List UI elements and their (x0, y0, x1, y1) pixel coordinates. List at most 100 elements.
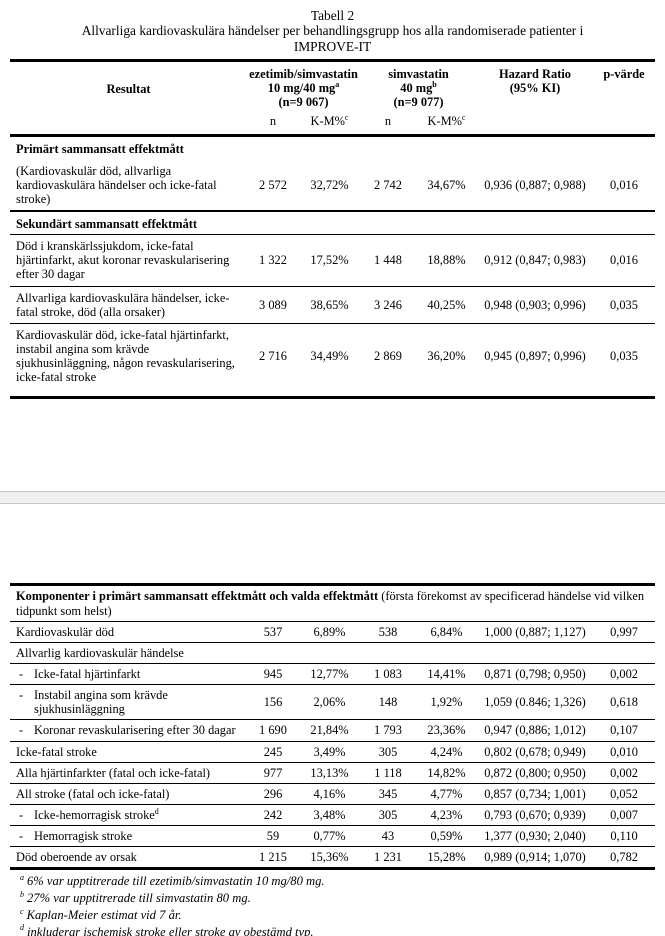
components-table-title: Komponenter i primärt sammansatt effektm… (10, 584, 656, 622)
n-count-cell: 2 572 (247, 159, 299, 212)
n-count-cell: 977 (247, 762, 299, 784)
result-label: - Icke-fatal hjärtinfarkt (10, 663, 247, 686)
km-percent-cell: 4,16% (299, 783, 360, 805)
p-value-cell: 0,035 (593, 286, 655, 324)
column-header-ezetimib-simvastatin: ezetimib/simvastatin 10 mg/40 mga (n=9 0… (247, 60, 360, 109)
n-count-cell: 1 448 (360, 234, 416, 287)
hazard-ratio-cell: 0,793 (0,670; 0,939) (477, 804, 593, 827)
p-value-cell: 0,002 (593, 762, 656, 784)
n-count-cell: 148 (360, 684, 416, 721)
p-value-cell: 0,035 (610, 349, 638, 364)
hazard-ratio-cell: 0,872 (0,800; 0,950) (477, 762, 593, 784)
result-label: Kardiovaskulär död (10, 621, 247, 643)
footnote-marker: a (20, 873, 24, 883)
hazard-ratio-cell: 1,059 (0.846; 1,326) (477, 684, 593, 721)
km-percent-cell: 13,13% (299, 762, 360, 784)
km-percent-cell: 3,48% (299, 804, 360, 827)
n-count-cell: 945 (247, 663, 299, 686)
column-header-simvastatin: simvastatin 40 mgb (n=9 077) (360, 60, 477, 109)
table-subtitle-line2: IMPROVE-IT (293, 38, 372, 54)
p-value-cell: 0,107 (593, 719, 656, 742)
result-label: - Hemorragisk stroke (10, 825, 247, 848)
km-percent-cell: 14,82% (416, 762, 477, 784)
n-count-cell: 242 (247, 804, 299, 827)
group1-name: ezetimib/simvastatin (249, 66, 358, 81)
column-header-resultat: Resultat (10, 60, 247, 138)
result-label: All stroke (fatal och icke-fatal) (10, 783, 247, 805)
group1-dose: 10 mg/40 mga (267, 79, 340, 95)
p-value-cell: 0,782 (610, 850, 638, 865)
n-count-cell: 59 (247, 825, 299, 848)
table-row: - Icke-hemorragisk stroked 242 3,48% 305 … (10, 804, 656, 827)
hazard-ratio-cell: 0,947 (0,886; 1,012) (477, 719, 593, 742)
events-table: Resultat ezetimib/simvastatin 10 mg/40 m… (10, 58, 655, 400)
km-percent-cell: 6,84% (416, 621, 477, 643)
p-value-cell: 0,618 (593, 684, 656, 721)
km-percent-cell: 34,49% (310, 349, 349, 364)
hazard-ratio-cell: 1,377 (0,930; 2,040) (477, 825, 593, 848)
result-label: Allvarliga kardiovaskulära händelser, ic… (10, 286, 247, 324)
km-percent-cell: 14,41% (416, 663, 477, 686)
table-row: All stroke (fatal och icke-fatal) 296 4,… (10, 783, 656, 805)
table-row: - Hemorragisk stroke 59 0,77% 43 0,59% 1,… (10, 825, 656, 848)
hazard-ratio-cell: 0,945 (0,897; 0,996) (484, 349, 586, 364)
table-row: (Kardiovaskulär död, allvarliga kardiova… (10, 159, 655, 212)
p-value-cell: 0,010 (593, 741, 656, 763)
list-dash: - (19, 723, 24, 738)
km-percent-cell: 23,36% (416, 719, 477, 742)
events-table-header: Resultat ezetimib/simvastatin 10 mg/40 m… (10, 60, 655, 138)
n-count-cell: 305 (360, 741, 416, 763)
n-count-cell: 345 (360, 783, 416, 805)
subheader-n-group2: n (360, 109, 416, 138)
group1-n-total: (n=9 067) (278, 95, 329, 110)
hazard-ratio-cell: 0,802 (0,678; 0,949) (477, 741, 593, 763)
n-count-cell: 156 (247, 684, 299, 721)
footnote-ref-b: b (432, 79, 437, 89)
km-percent-cell: 4,77% (416, 783, 477, 805)
p-value-cell: 0,997 (593, 621, 656, 643)
group2-name: simvastatin (388, 66, 449, 81)
n-count-cell: 1 083 (360, 663, 416, 686)
km-percent-cell: 15,36% (310, 850, 349, 865)
km-percent-cell: 17,52% (299, 234, 360, 287)
n-count-cell: 43 (360, 825, 416, 848)
km-percent-cell: 0,77% (299, 825, 360, 848)
p-value-cell: 0,007 (593, 804, 656, 827)
subheader-km-group2: K-M%c (416, 109, 477, 138)
footnote-a: a 6% var upptitrerade till ezetimib/simva… (20, 873, 325, 889)
hazard-ratio-cell: 1,000 (0,887; 1,127) (477, 621, 593, 643)
footnote-marker: b (20, 889, 24, 899)
result-label: (Kardiovaskulär död, allvarliga kardiova… (10, 159, 247, 212)
page-gap (0, 399, 665, 583)
group2-dose: 40 mgb (400, 79, 437, 95)
km-percent-cell: 4,23% (416, 804, 477, 827)
n-count-cell: 1 215 (259, 850, 287, 865)
n-count-cell: 1 231 (374, 850, 402, 865)
page-break-band (0, 491, 665, 505)
n-count-cell: 1 322 (247, 234, 299, 287)
list-dash: - (19, 666, 24, 681)
n-count-cell: 305 (360, 804, 416, 827)
km-percent-cell: 34,67% (416, 159, 477, 212)
list-dash: - (19, 807, 24, 822)
n-count-cell: 3 246 (360, 286, 416, 324)
table-row: Kardiovaskulär död, icke-fatal hjärtinfa… (10, 323, 655, 398)
table-row: - Koronar revaskularisering efter 30 daga… (10, 719, 656, 742)
n-count-cell: 1 118 (360, 762, 416, 784)
footnotes: a 6% var upptitrerade till ezetimib/simva… (20, 874, 655, 936)
p-value-cell: 0,110 (593, 825, 656, 848)
n-count-cell: 538 (360, 621, 416, 643)
footnote-ref-c: c (461, 113, 466, 123)
result-label: - Icke-hemorragisk stroked (10, 804, 247, 827)
n-count-cell: 3 089 (247, 286, 299, 324)
footnote-ref-c: c (344, 113, 349, 123)
km-percent-cell: 40,25% (416, 286, 477, 324)
km-percent-cell: 2,06% (299, 684, 360, 721)
result-label: - Koronar revaskularisering efter 30 daga… (10, 719, 247, 742)
km-percent-cell: 3,49% (299, 741, 360, 763)
footnote-d: d inkluderar ischemisk stroke eller strok… (20, 923, 314, 936)
subheader-km-group1: K-M%c (299, 109, 360, 138)
result-label: Död i kranskärlssjukdom, icke-fatal hjär… (10, 234, 247, 287)
km-percent-cell: 1,92% (416, 684, 477, 721)
